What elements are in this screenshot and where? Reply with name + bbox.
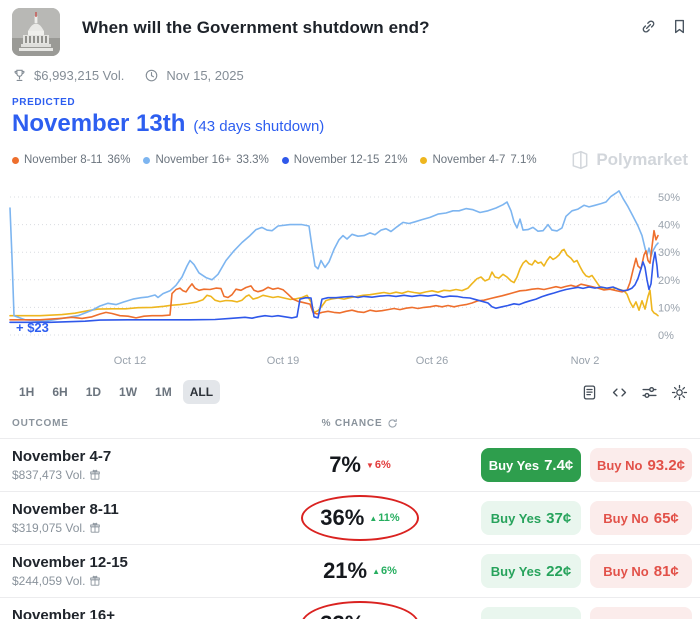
- range-1d[interactable]: 1D: [79, 380, 108, 404]
- volume-total: $6,993,215 Vol.: [34, 68, 125, 83]
- legend-label: November 12-15: [293, 154, 380, 166]
- gift-icon: [90, 469, 101, 480]
- outcome-name: November 12-15: [12, 554, 128, 571]
- market-stats: $6,993,215 Vol. Nov 15, 2025: [12, 68, 688, 83]
- buy-yes-button[interactable]: Buy Yes 22¢: [481, 554, 581, 588]
- legend-label: November 16+: [155, 154, 232, 166]
- profit-annotation: + $23: [16, 320, 49, 335]
- svg-text:Nov 2: Nov 2: [571, 355, 600, 367]
- legend-label: November 4-7: [432, 154, 506, 166]
- chance-value: 36%: [320, 505, 365, 530]
- market-avatar-capitol: [12, 8, 60, 56]
- svg-text:Oct 12: Oct 12: [114, 355, 146, 367]
- outcome-table-header: OUTCOME % CHANCE: [0, 418, 700, 439]
- outcome-volume: $837,473 Vol.: [12, 468, 86, 482]
- range-1w[interactable]: 1W: [112, 380, 144, 404]
- svg-text:0%: 0%: [658, 330, 674, 342]
- outcome-volume: $319,075 Vol.: [12, 521, 86, 535]
- sliders-icon[interactable]: [641, 384, 658, 401]
- chance-value: 21%: [323, 558, 368, 583]
- polymarket-watermark: Polymarket: [570, 150, 688, 170]
- outcome-volume: $244,059 Vol.: [12, 574, 86, 588]
- svg-text:50%: 50%: [658, 192, 680, 204]
- bookmark-icon[interactable]: [671, 18, 688, 35]
- legend-dot: [420, 156, 428, 164]
- outcome-name: November 8-11: [12, 501, 119, 518]
- chart-toolbar: 1H 6H 1D 1W 1M ALL: [12, 380, 688, 404]
- outcome-name: November 16+: [12, 607, 115, 619]
- chance-value: 7%: [329, 452, 361, 477]
- range-1m[interactable]: 1M: [148, 380, 179, 404]
- outcome-row-november-4-7[interactable]: November 4-7 $837,473 Vol. 7% ▼ 6% Buy Ye…: [0, 439, 700, 492]
- legend-value: 7.1%: [510, 154, 537, 166]
- outcome-name: November 4-7: [12, 448, 112, 465]
- gift-icon: [90, 522, 101, 533]
- buy-no-button[interactable]: Buy No 81¢: [590, 554, 692, 588]
- clock-icon: [146, 69, 158, 82]
- legend-item: November 8-11 36%: [12, 154, 130, 166]
- legend-value: 21%: [384, 154, 408, 166]
- svg-text:10%: 10%: [658, 302, 680, 314]
- link-icon[interactable]: [640, 18, 657, 35]
- predicted-value: November 13th: [12, 110, 186, 137]
- outcome-row-november-12-15[interactable]: November 12-15 $244,059 Vol. 21% ▲ 6% Buy…: [0, 545, 700, 598]
- legend-dot: [12, 156, 19, 164]
- buy-no-button[interactable]: Buy No 65¢: [590, 501, 692, 535]
- svg-text:Oct 26: Oct 26: [416, 355, 448, 367]
- market-header: When will the Government shutdown end?: [0, 0, 700, 56]
- legend-dot: [143, 156, 151, 164]
- svg-text:20%: 20%: [658, 275, 680, 287]
- capitol-building-icon: [12, 8, 60, 56]
- predicted-label: PREDICTED: [12, 97, 76, 108]
- chance-delta: ▲ 11%: [369, 512, 400, 524]
- chart-legend: November 8-11 36% November 16+ 33.3% Nov…: [12, 154, 537, 166]
- price-chart-svg[interactable]: 50% 40% 30% 20% 10% 0% Oct 12 Oct 19 Oct 26 Nov 2: [0, 174, 700, 370]
- svg-text:30%: 30%: [658, 247, 680, 259]
- document-icon[interactable]: [581, 384, 598, 401]
- predicted-block: PREDICTED November 13th (43 days shutdow…: [12, 97, 688, 138]
- svg-text:Oct 19: Oct 19: [267, 355, 299, 367]
- predicted-note: (43 days shutdown): [193, 118, 325, 135]
- buy-no-button[interactable]: Buy No67.2¢: [590, 607, 692, 619]
- price-chart[interactable]: 50% 40% 30% 20% 10% 0% Oct 12 Oct 19 Oct 26 Nov 2…: [0, 174, 700, 370]
- watermark-text: Polymarket: [596, 150, 688, 169]
- legend-item: November 16+ 33.3%: [143, 154, 269, 166]
- page-title: When will the Government shutdown end?: [82, 18, 430, 37]
- chance-delta: ▼ 6%: [365, 459, 391, 471]
- delta-arrow-icon: ▲: [369, 513, 378, 523]
- outcome-column-header: OUTCOME: [12, 418, 69, 429]
- trophy-icon: [14, 69, 25, 81]
- buy-no-button[interactable]: Buy No 93.2¢: [590, 448, 692, 482]
- code-icon[interactable]: [611, 384, 628, 401]
- refresh-icon[interactable]: [387, 418, 398, 429]
- delta-arrow-icon: ▼: [365, 460, 374, 470]
- legend-dot: [281, 156, 289, 164]
- legend-value: 36%: [107, 154, 131, 166]
- time-range-selector: 1H 6H 1D 1W 1M ALL: [12, 380, 221, 404]
- buy-yes-button[interactable]: Buy Yes 7.4¢: [481, 448, 581, 482]
- legend-label: November 8-11: [24, 154, 103, 166]
- svg-text:40%: 40%: [658, 220, 680, 232]
- end-date: Nov 15, 2025: [166, 68, 244, 83]
- legend-value: 33.3%: [236, 154, 269, 166]
- legend-item: November 4-7 7.1%: [420, 154, 537, 166]
- outcome-rows: November 4-7 $837,473 Vol. 7% ▼ 6% Buy Ye…: [0, 439, 700, 619]
- range-all[interactable]: ALL: [182, 380, 221, 404]
- legend-item: November 12-15 21%: [281, 154, 408, 166]
- gear-icon[interactable]: [671, 384, 688, 401]
- outcome-row-november-16-plus[interactable]: November 16+ $1,089,661 Vol. 33% ▼11% Bu…: [0, 598, 700, 619]
- buy-yes-button[interactable]: Buy Yes33.8¢: [481, 607, 581, 619]
- chance-delta: ▲ 6%: [372, 565, 397, 577]
- delta-arrow-icon: ▲: [372, 566, 381, 576]
- gift-icon: [90, 575, 101, 586]
- polymarket-logo-icon: [572, 150, 588, 170]
- range-6h[interactable]: 6H: [45, 380, 74, 404]
- chance-column-header: % CHANCE: [321, 418, 383, 429]
- chance-value: 33%: [320, 611, 364, 619]
- range-1h[interactable]: 1H: [12, 380, 41, 404]
- outcome-row-november-8-11[interactable]: November 8-11 $319,075 Vol. 36% ▲ 11% Buy…: [0, 492, 700, 545]
- buy-yes-button[interactable]: Buy Yes 37¢: [481, 501, 581, 535]
